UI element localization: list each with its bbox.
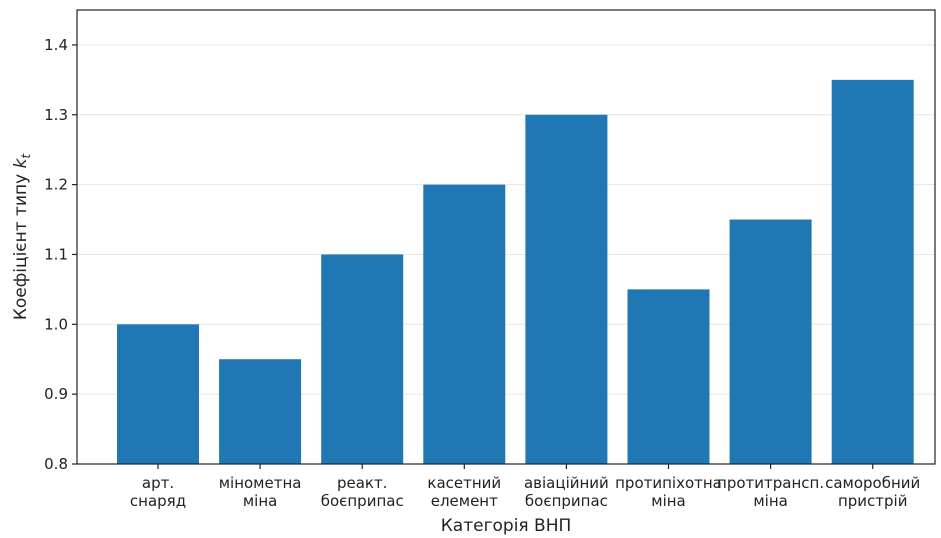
bar <box>423 184 506 464</box>
x-ticks: арт.снарядмінометнамінареакт.боєприпаска… <box>130 464 920 510</box>
x-tick-label: міна <box>651 492 685 510</box>
bars <box>117 79 914 465</box>
x-tick-label: протитрансп. <box>717 474 824 492</box>
y-axis-label-text: Коефіцієнт типу <box>11 174 31 320</box>
x-tick-label: реакт. <box>337 474 388 492</box>
bar <box>729 219 812 464</box>
y-axis-label-subscript: t <box>19 153 33 159</box>
x-tick-label: боєприпас <box>321 492 404 510</box>
y-tick-label: 1.3 <box>44 106 68 124</box>
x-tick-label: снаряд <box>130 492 186 510</box>
y-tick-label: 0.9 <box>44 385 68 403</box>
x-tick-label: міна <box>243 492 277 510</box>
x-tick-label: пристрій <box>838 492 908 510</box>
bar <box>219 359 302 464</box>
bar <box>321 254 404 464</box>
axes <box>76 9 936 465</box>
y-tick-label: 1.1 <box>44 245 68 263</box>
x-axis-label: Категорія ВНП <box>441 516 572 536</box>
y-tick-label: 1.4 <box>44 36 68 54</box>
x-tick-label: боєприпас <box>525 492 608 510</box>
y-ticks: 0.8 0.9 1.0 1.1 1.2 1.3 1.4 <box>44 36 77 473</box>
y-tick-label: 1.2 <box>44 176 68 194</box>
y-axis-label: Коефіцієнт типу kt <box>11 153 33 321</box>
y-tick-label: 0.8 <box>44 455 68 473</box>
x-tick-label: авіаційний <box>524 474 609 492</box>
plot-frame <box>76 9 936 465</box>
x-tick-label: мінометна <box>219 474 302 492</box>
bar <box>525 114 608 465</box>
bar <box>627 289 710 464</box>
x-tick-label: касетний <box>427 474 501 492</box>
bar <box>117 324 199 464</box>
x-tick-label: саморобний <box>825 474 920 492</box>
bar <box>831 79 914 464</box>
x-tick-label: елемент <box>431 492 498 510</box>
x-tick-label: протипіхотна <box>615 474 722 492</box>
y-axis-label-symbol: k <box>11 157 31 168</box>
y-tick-label: 1.0 <box>44 315 68 333</box>
x-tick-label: міна <box>753 492 787 510</box>
x-tick-label: арт. <box>142 474 174 492</box>
